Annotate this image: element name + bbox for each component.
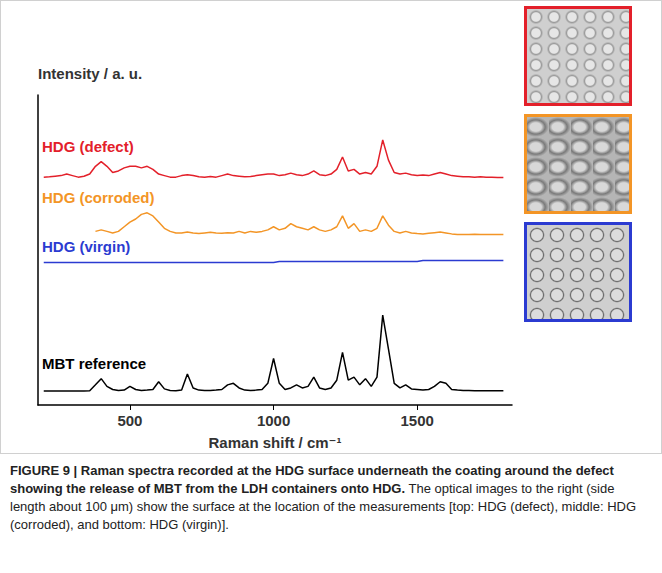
svg-text:1500: 1500: [401, 412, 434, 429]
svg-text:HDG (defect): HDG (defect): [42, 138, 134, 155]
svg-text:500: 500: [117, 412, 142, 429]
svg-text:Intensity / a. u.: Intensity / a. u.: [38, 65, 142, 82]
html-text:FIGURE 9 | Raman spectra recor: FIGURE 9 | Raman spectra recorded at the…: [10, 463, 636, 532]
svg-text:Raman shift / cm⁻¹: Raman shift / cm⁻¹: [209, 434, 342, 451]
svg-text:HDG (virgin): HDG (virgin): [42, 238, 130, 255]
svg-text:MBT reference: MBT reference: [42, 355, 146, 372]
svg-text:HDG (corroded): HDG (corroded): [42, 189, 155, 206]
svg-text:1000: 1000: [257, 412, 290, 429]
